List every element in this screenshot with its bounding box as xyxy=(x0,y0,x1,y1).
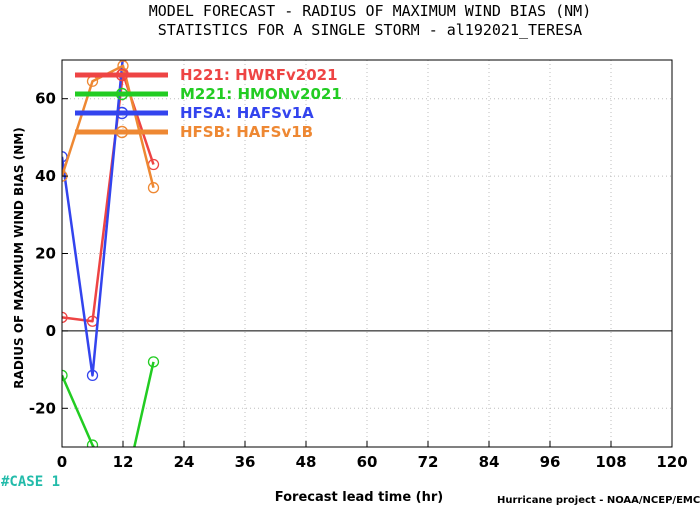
data-point xyxy=(147,356,160,368)
x-tick-label: 12 xyxy=(113,453,134,471)
chart-title: MODEL FORECAST - RADIUS OF MAXIMUM WIND … xyxy=(149,2,592,20)
data-point xyxy=(147,182,160,194)
legend-marker xyxy=(115,106,129,120)
case-label: #CASE 1 xyxy=(1,474,60,490)
y-tick-label: 60 xyxy=(35,90,56,108)
plot-frame xyxy=(61,59,673,448)
series-line-2 xyxy=(62,60,124,377)
series-line-0 xyxy=(62,72,155,323)
data-point xyxy=(86,439,99,447)
grid xyxy=(62,60,672,447)
axes: 0 12 24 36 48 60 72 84 96 108 120 -20 0 20 40 60 xyxy=(29,59,688,471)
y-axis-label: RADIUS OF MAXIMUM WIND BIAS (NM) xyxy=(12,127,26,388)
data-point xyxy=(62,311,68,324)
y-tick-label: -20 xyxy=(29,399,56,417)
series-line-1 xyxy=(62,361,155,447)
y-tick-label: 0 xyxy=(46,322,56,340)
x-tick-label: 96 xyxy=(540,453,561,471)
series-layer xyxy=(62,60,160,502)
x-axis-label: Forecast lead time (hr) xyxy=(275,490,443,505)
credit-text: Hurricane project - NOAA/NCEP/EMC xyxy=(497,495,700,506)
legend-label: H221: HWRFv2021 xyxy=(180,66,338,84)
legend-label: M221: HMONv2021 xyxy=(180,85,342,103)
legend-marker xyxy=(115,125,129,139)
x-tick-label: 108 xyxy=(595,453,626,471)
data-point xyxy=(118,492,128,502)
y-tick-label: 20 xyxy=(35,245,56,263)
chart-subtitle: STATISTICS FOR A SINGLE STORM - al192021… xyxy=(158,21,582,39)
x-tick-label: 120 xyxy=(656,453,687,471)
x-tick-label: 48 xyxy=(296,453,317,471)
y-tick-label: 40 xyxy=(35,167,56,185)
x-tick-label: 60 xyxy=(357,453,378,471)
x-tick-label: 84 xyxy=(479,453,500,471)
data-point xyxy=(62,369,68,382)
x-tick-label: 24 xyxy=(174,453,195,471)
legend-marker xyxy=(115,87,129,101)
legend-label: HFSA: HAFSv1A xyxy=(180,104,314,122)
legend-label: HFSB: HAFSv1B xyxy=(180,123,313,141)
data-point xyxy=(86,369,99,382)
data-point xyxy=(117,60,129,72)
x-tick-label: 72 xyxy=(418,453,439,471)
x-tick-label: 36 xyxy=(235,453,256,471)
x-tick-label: 0 xyxy=(57,453,67,471)
legend-marker xyxy=(115,68,129,82)
